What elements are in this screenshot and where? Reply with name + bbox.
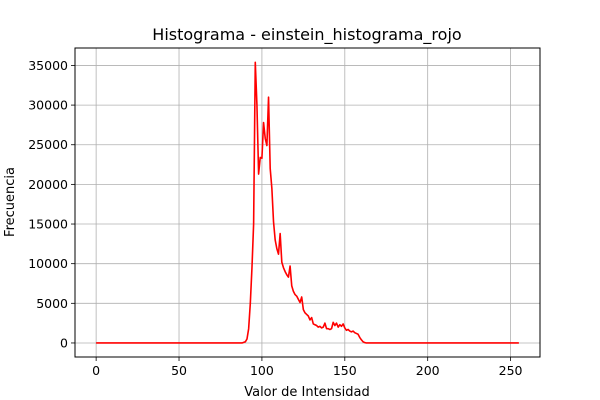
- y-tick-label: 30000: [28, 98, 68, 113]
- x-tick-label: 100: [250, 363, 274, 378]
- x-ticks: 0 50 100 150 200 250: [92, 357, 523, 378]
- y-axis-label: Frecuencia: [3, 167, 18, 237]
- y-tick-label: 35000: [28, 58, 68, 73]
- y-tick-label: 25000: [28, 137, 68, 152]
- x-axis-label: Valor de Intensidad: [244, 385, 370, 400]
- x-tick-label: 50: [171, 363, 187, 378]
- y-tick-label: 20000: [28, 177, 68, 192]
- plot-data: [96, 61, 519, 344]
- x-tick-label: 250: [499, 363, 523, 378]
- y-tick-label: 5000: [36, 296, 68, 311]
- x-tick-label: 200: [416, 363, 440, 378]
- x-tick-label: 0: [92, 363, 100, 378]
- x-tick-label: 150: [333, 363, 357, 378]
- y-tick-label: 0: [60, 335, 68, 350]
- y-tick-label: 10000: [28, 256, 68, 271]
- grid: [75, 48, 540, 357]
- y-tick-label: 15000: [28, 217, 68, 232]
- y-ticks: 0 5000 10000 15000 20000 25000 30000 35000: [28, 58, 75, 350]
- plot-frame: [74, 47, 541, 358]
- chart-title: Histograma - einstein_histograma_rojo: [152, 25, 461, 45]
- histogram-line: [96, 61, 519, 344]
